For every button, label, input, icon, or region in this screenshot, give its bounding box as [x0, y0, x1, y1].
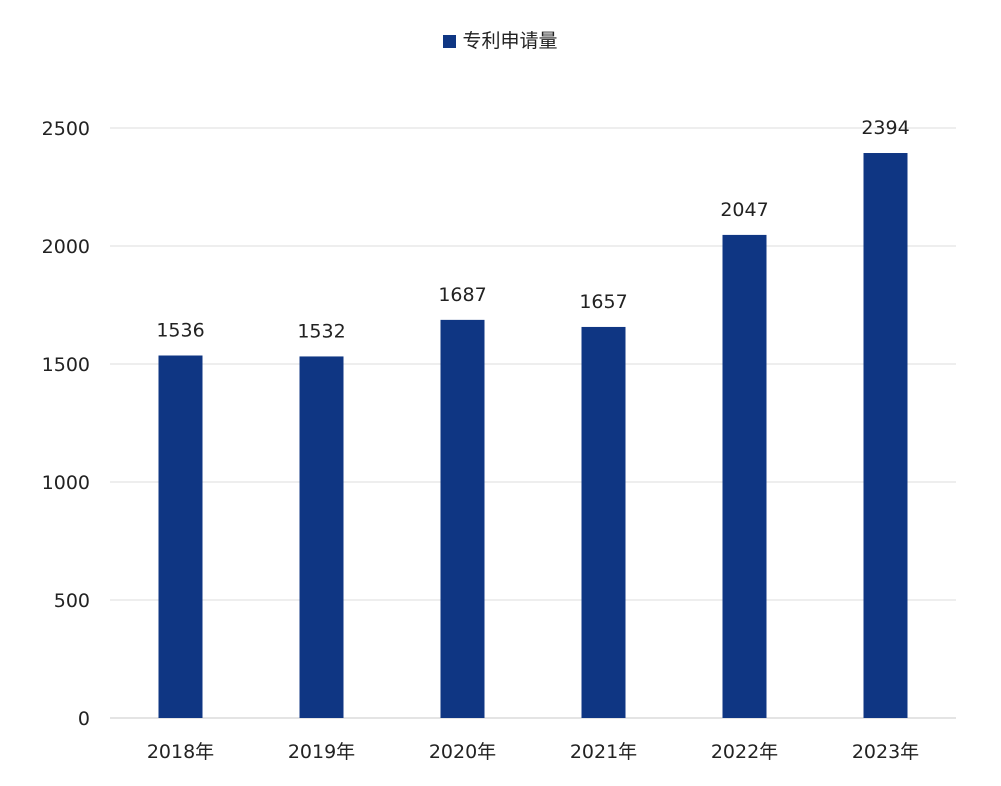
y-tick-label: 2500 — [42, 118, 90, 140]
data-label: 1536 — [156, 320, 204, 342]
y-tick-label: 500 — [54, 590, 90, 612]
y-axis: 0 500 1000 1500 2000 2500 — [42, 118, 90, 730]
data-label: 1687 — [438, 284, 486, 306]
bar — [158, 355, 203, 718]
legend-label: 专利申请量 — [462, 30, 558, 52]
legend-swatch — [443, 35, 457, 48]
x-tick-label: 2022年 — [711, 741, 778, 763]
bar — [440, 319, 485, 718]
x-tick-label: 2020年 — [429, 741, 496, 763]
x-tick-label: 2023年 — [852, 741, 919, 763]
bar — [299, 356, 344, 718]
data-label: 2394 — [861, 117, 909, 139]
bars — [158, 153, 908, 719]
y-tick-label: 0 — [78, 708, 90, 730]
data-label: 1657 — [579, 291, 627, 313]
x-tick-label: 2019年 — [288, 741, 355, 763]
x-axis: 2018年 2019年 2020年 2021年 2022年 2023年 — [147, 741, 919, 763]
data-label: 2047 — [720, 199, 768, 221]
x-tick-label: 2018年 — [147, 741, 214, 763]
legend: 专利申请量 — [0, 26, 1001, 53]
bar — [581, 326, 626, 718]
y-tick-label: 1500 — [42, 354, 90, 376]
bar — [722, 234, 767, 718]
data-labels: 1536 1532 1687 1657 2047 2394 — [156, 117, 909, 342]
y-tick-label: 1000 — [42, 472, 90, 494]
x-tick-label: 2021年 — [570, 741, 637, 763]
data-label: 1532 — [297, 320, 345, 342]
bar — [863, 153, 908, 719]
gridlines — [110, 127, 956, 719]
y-tick-label: 2000 — [42, 236, 90, 258]
